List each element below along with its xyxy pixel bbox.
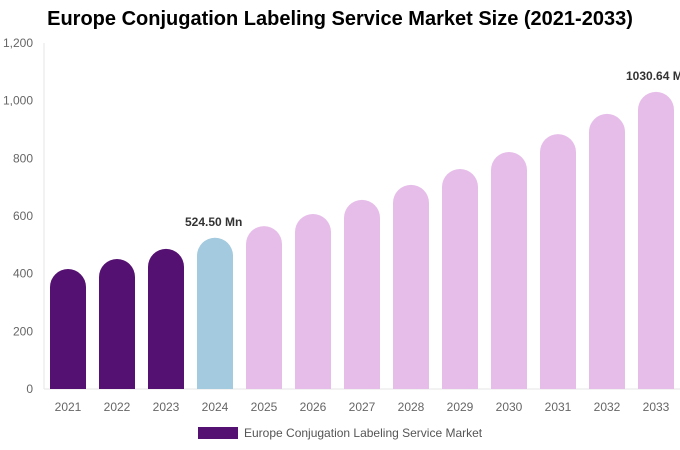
data-label-2024: 524.50 Mn (185, 215, 242, 229)
x-tick-label: 2025 (251, 400, 278, 414)
x-tick-label: 2032 (594, 400, 621, 414)
bar-2028 (393, 184, 429, 389)
y-tick-label: 800 (13, 151, 33, 165)
bar-2023 (148, 248, 184, 389)
bar-2024 (197, 237, 233, 389)
bar-2025 (246, 226, 282, 389)
bar-2027 (344, 199, 380, 389)
legend: Europe Conjugation Labeling Service Mark… (198, 426, 482, 440)
x-tick-label: 2022 (104, 400, 131, 414)
x-tick-label: 2023 (153, 400, 180, 414)
x-tick-label: 2028 (398, 400, 425, 414)
bar-2021 (50, 269, 86, 389)
bar-2033 (638, 91, 674, 390)
x-tick-label: 2033 (643, 400, 670, 414)
bar-2022 (99, 258, 135, 389)
bar-2029 (442, 169, 478, 389)
y-tick-label: 400 (13, 267, 33, 281)
bar-2030 (491, 151, 527, 389)
bar-2032 (589, 113, 625, 389)
chart-title: Europe Conjugation Labeling Service Mark… (47, 8, 633, 30)
x-tick-label: 2029 (447, 400, 474, 414)
x-tick-label: 2031 (545, 400, 572, 414)
legend-label: Europe Conjugation Labeling Service Mark… (244, 426, 483, 440)
x-tick-label: 2026 (300, 400, 327, 414)
x-tick-label: 2024 (202, 400, 229, 414)
x-tick-label: 2021 (55, 400, 82, 414)
y-tick-label: 1,200 (3, 36, 33, 50)
legend-swatch (198, 427, 238, 439)
y-tick-label: 200 (13, 324, 33, 338)
x-tick-label: 2027 (349, 400, 376, 414)
bar-2031 (540, 134, 576, 389)
y-tick-label: 600 (13, 209, 33, 223)
y-tick-label: 1,000 (3, 94, 33, 108)
data-label-2033: 1030.64 Mn (626, 69, 680, 83)
y-tick-label: 0 (26, 382, 33, 396)
bar-2026 (295, 213, 331, 389)
x-tick-label: 2030 (496, 400, 523, 414)
